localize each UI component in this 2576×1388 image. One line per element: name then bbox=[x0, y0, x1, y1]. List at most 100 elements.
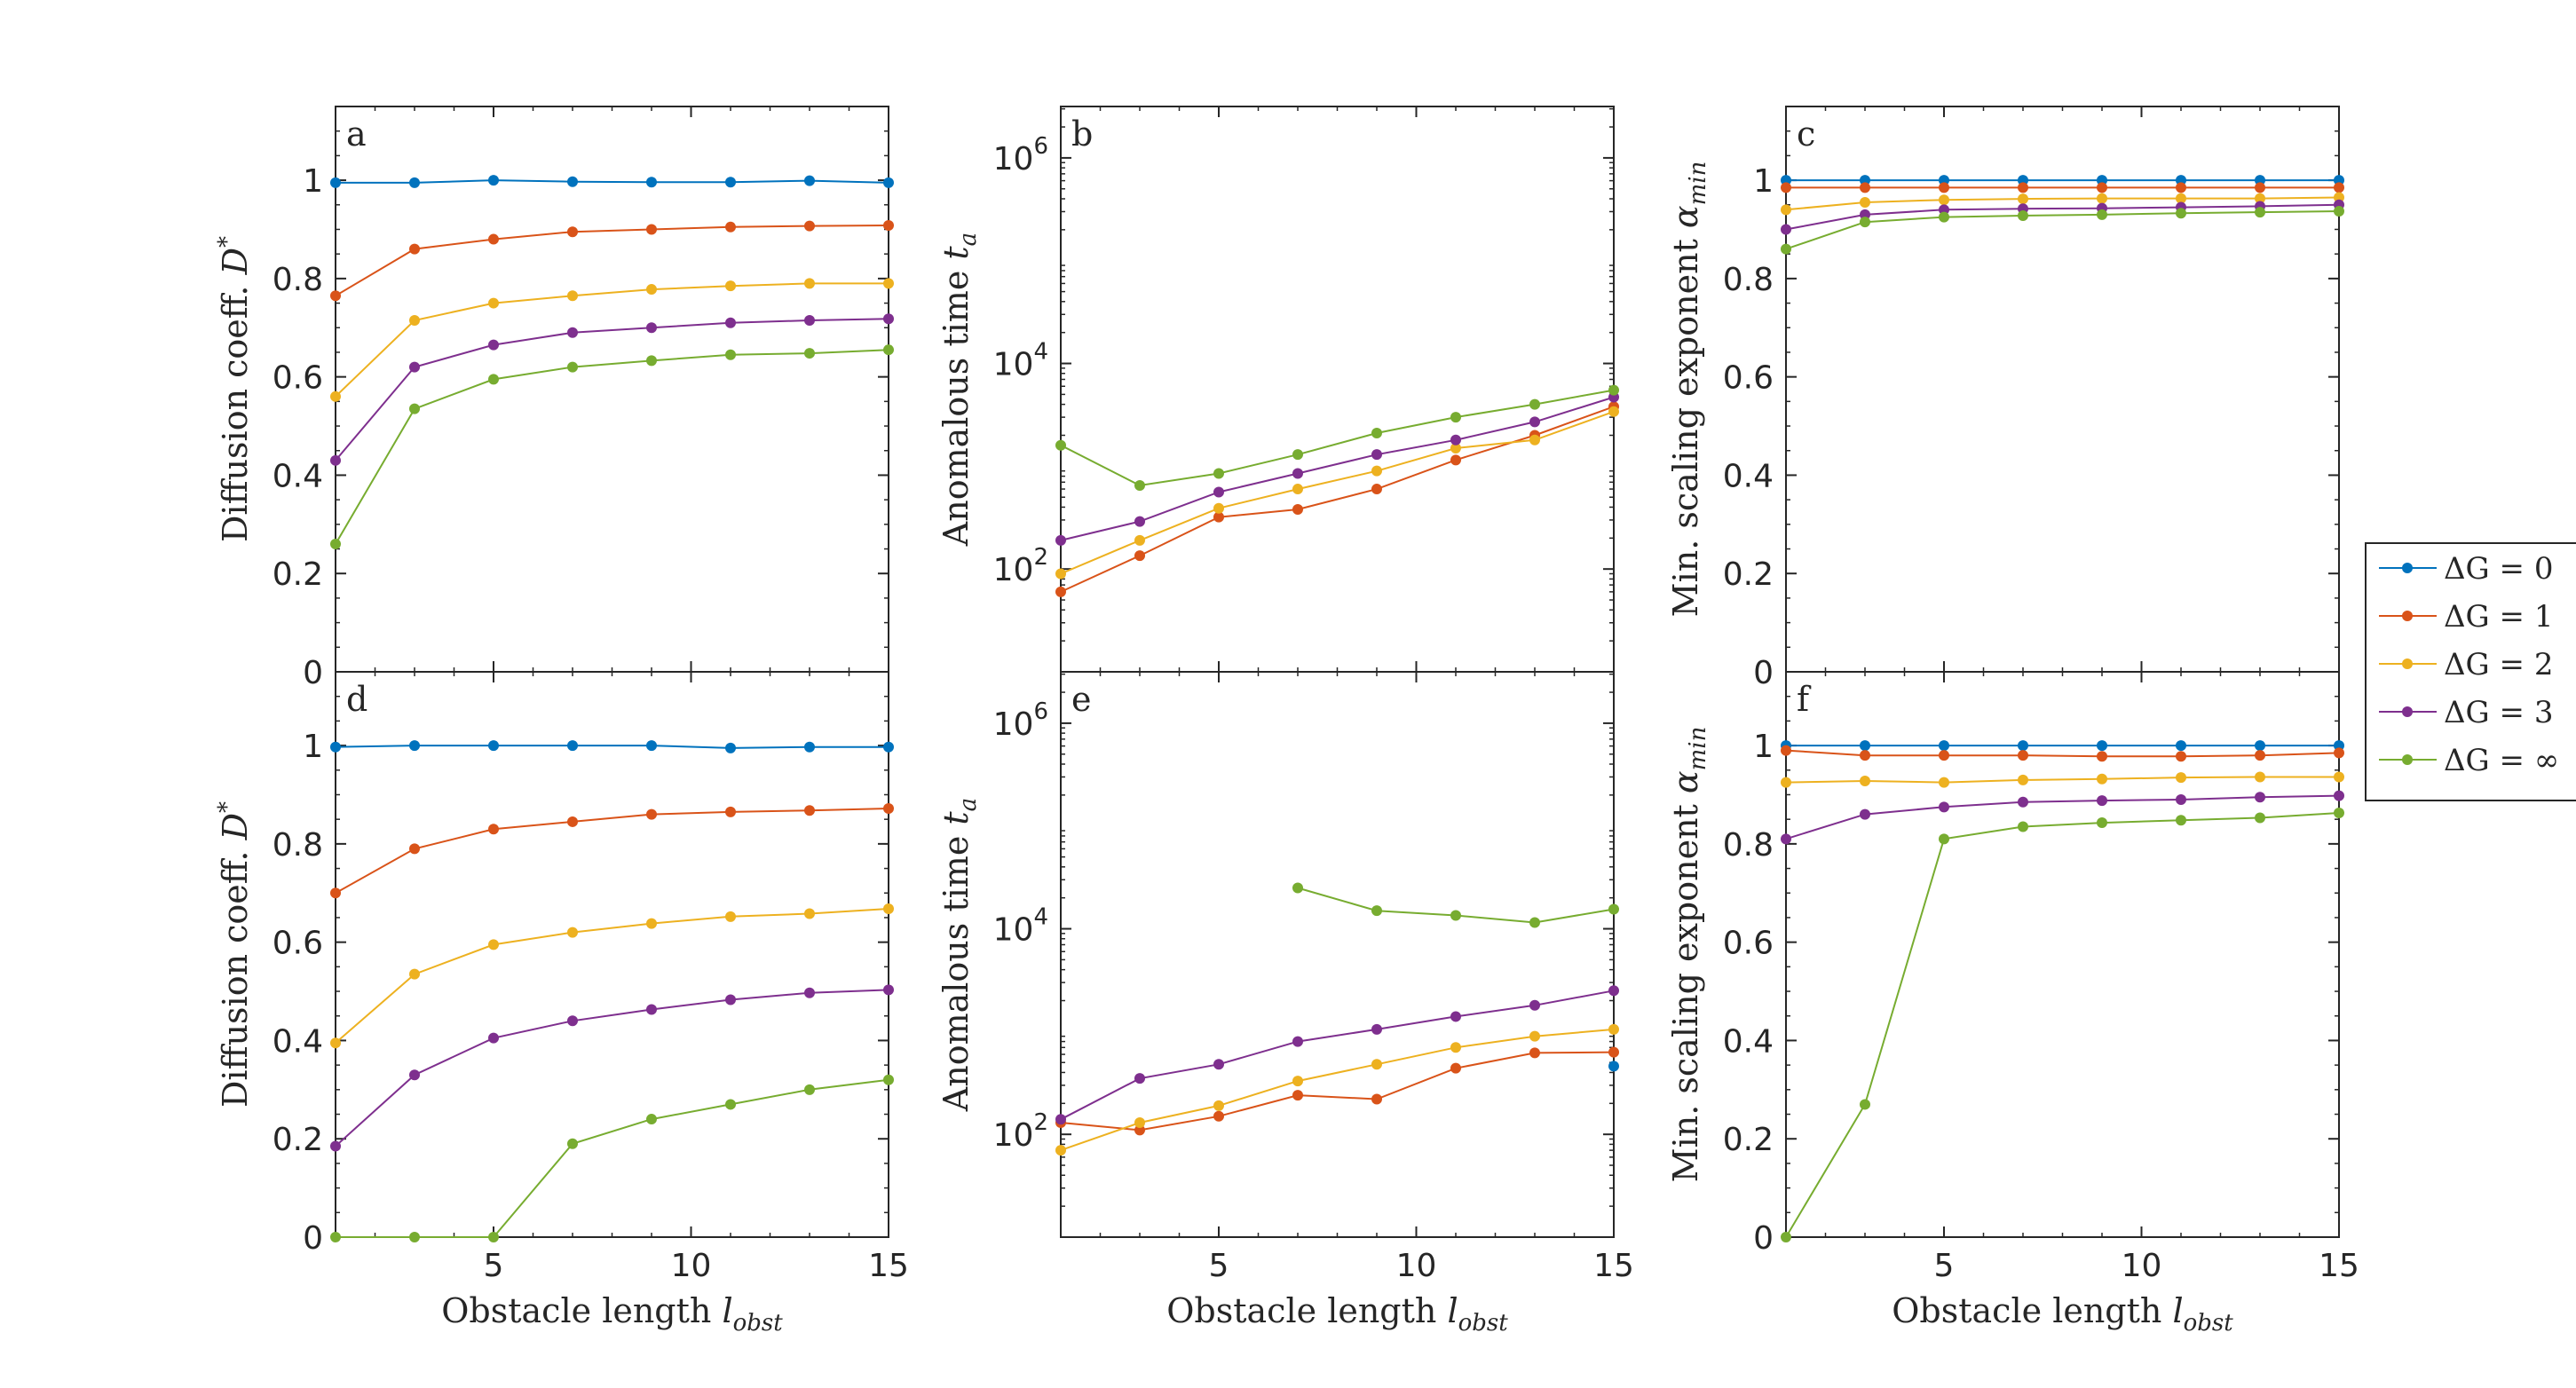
series-line bbox=[1785, 196, 2340, 211]
data-point bbox=[567, 740, 578, 752]
data-point bbox=[1371, 1023, 1382, 1035]
data-point bbox=[1055, 586, 1066, 597]
data-point bbox=[1450, 1042, 1461, 1053]
series-dginf bbox=[1781, 807, 2344, 1242]
data-point bbox=[409, 1232, 420, 1242]
y-tick-label: 106 bbox=[993, 133, 1048, 177]
series-line bbox=[1060, 990, 1615, 1121]
data-point bbox=[409, 243, 420, 255]
data-point bbox=[1529, 434, 1540, 446]
series-dg0 bbox=[1781, 740, 2344, 752]
data-point bbox=[567, 1138, 578, 1149]
data-point bbox=[2018, 740, 2028, 752]
data-point bbox=[2176, 751, 2186, 762]
x-axis-label: Obstacle length lobst bbox=[1166, 1291, 1508, 1337]
data-point bbox=[2018, 182, 2028, 193]
data-point bbox=[1781, 777, 1791, 788]
axes-box bbox=[335, 106, 889, 673]
y-tick-label: 0.6 bbox=[273, 926, 323, 962]
series-line bbox=[335, 349, 889, 545]
series-dg1 bbox=[1055, 401, 1619, 597]
data-point bbox=[1450, 442, 1461, 453]
series-line bbox=[335, 989, 889, 1147]
y-tick-label: 0.2 bbox=[273, 1122, 323, 1158]
data-point bbox=[1371, 1059, 1382, 1070]
data-point bbox=[1213, 1100, 1224, 1111]
data-point bbox=[2097, 182, 2107, 193]
data-point bbox=[2018, 175, 2028, 186]
data-point bbox=[1860, 197, 1870, 209]
data-point bbox=[1860, 217, 1870, 228]
series-dg3 bbox=[1055, 391, 1619, 546]
y-tick-label: 0 bbox=[303, 655, 323, 691]
data-point bbox=[1292, 882, 1303, 894]
data-point bbox=[2255, 771, 2265, 783]
data-point bbox=[409, 968, 420, 980]
y-axis-label: Diffusion coeff. D* bbox=[214, 236, 255, 542]
data-point bbox=[409, 740, 420, 752]
data-point bbox=[2176, 175, 2186, 186]
data-point bbox=[2097, 751, 2107, 762]
data-point bbox=[725, 742, 736, 753]
data-point bbox=[1371, 905, 1382, 917]
data-point bbox=[646, 177, 657, 188]
data-point bbox=[2097, 773, 2107, 785]
series-line bbox=[1785, 794, 2340, 840]
data-point bbox=[883, 177, 894, 188]
series-line bbox=[1060, 396, 1615, 541]
data-point bbox=[2097, 740, 2107, 752]
data-point bbox=[883, 984, 894, 996]
y-tick-label: 104 bbox=[993, 339, 1048, 383]
data-point bbox=[1939, 182, 1949, 193]
data-point bbox=[488, 824, 499, 835]
series-dginf bbox=[1292, 882, 1619, 928]
data-point bbox=[883, 741, 894, 753]
legend-swatch-marker bbox=[2402, 754, 2413, 765]
series-line bbox=[1785, 210, 2340, 250]
data-point bbox=[2255, 182, 2265, 193]
x-tick-label: 10 bbox=[1396, 1248, 1437, 1284]
series-dg2 bbox=[1781, 771, 2344, 788]
data-point bbox=[2176, 772, 2186, 784]
series-line bbox=[335, 808, 889, 895]
y-tick-label: 1 bbox=[303, 163, 323, 200]
series-dg3 bbox=[330, 313, 894, 466]
data-point bbox=[1608, 406, 1619, 417]
series-dg3 bbox=[330, 984, 894, 1152]
data-point bbox=[804, 987, 815, 998]
data-point bbox=[883, 1074, 894, 1085]
data-point bbox=[2018, 209, 2028, 221]
data-point bbox=[2334, 747, 2344, 759]
data-point bbox=[2097, 193, 2107, 204]
data-point bbox=[1781, 243, 1791, 255]
data-point bbox=[567, 927, 578, 938]
data-point bbox=[1292, 1076, 1303, 1087]
minor-ticks bbox=[1060, 106, 1615, 672]
data-point bbox=[646, 1114, 657, 1125]
series-dg1 bbox=[1781, 745, 2344, 762]
data-point bbox=[488, 740, 499, 752]
data-point bbox=[330, 1140, 341, 1152]
series-dg0 bbox=[330, 175, 894, 188]
axes-box bbox=[1060, 671, 1615, 1238]
data-point bbox=[1860, 750, 1870, 761]
data-point bbox=[1292, 504, 1303, 516]
y-tick-label: 0 bbox=[1753, 655, 1774, 691]
series-dg1 bbox=[1781, 182, 2344, 193]
data-point bbox=[1608, 1023, 1619, 1035]
legend-swatch-marker bbox=[2402, 563, 2413, 573]
legend-item-dg2: ΔG = 2 bbox=[2379, 647, 2553, 682]
data-point bbox=[409, 403, 420, 414]
series-line bbox=[335, 908, 889, 1044]
series-dg2 bbox=[1055, 1023, 1619, 1156]
data-point bbox=[1939, 740, 1949, 752]
data-point bbox=[1860, 740, 1870, 752]
data-point bbox=[1134, 1116, 1145, 1128]
y-axis-label: Anomalous time ta bbox=[936, 233, 982, 547]
data-point bbox=[804, 741, 815, 753]
data-point bbox=[1939, 801, 1949, 813]
data-point bbox=[646, 224, 657, 235]
data-point bbox=[2334, 740, 2344, 752]
series-dg2 bbox=[330, 278, 894, 402]
x-tick-label: 5 bbox=[1209, 1248, 1229, 1284]
